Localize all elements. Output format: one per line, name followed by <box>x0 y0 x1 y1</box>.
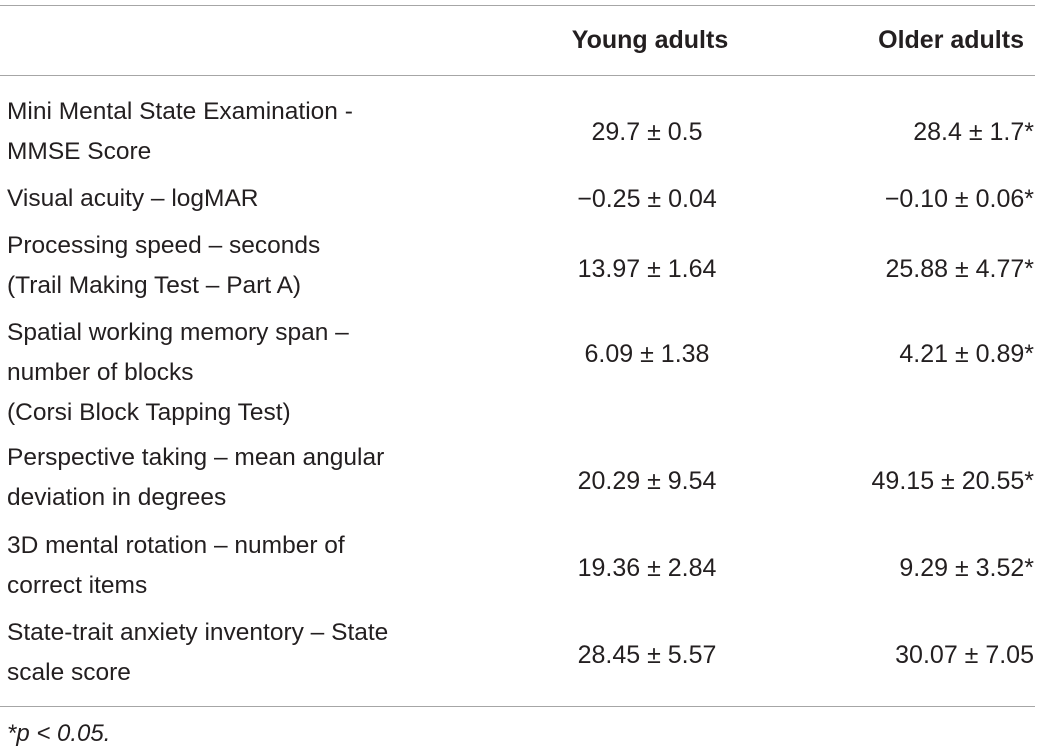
young-adults-value: 19.36 ± 2.84 <box>577 554 717 582</box>
young-adults-value: −0.25 ± 0.04 <box>577 185 717 213</box>
row-label-line: (Trail Making Test – Part A) <box>7 272 302 299</box>
row-label-line: scale score <box>7 659 131 686</box>
older-adults-value: 25.88 ± 4.77* <box>885 255 1034 283</box>
row-label-line: deviation in degrees <box>7 484 227 511</box>
older-adults-value: 49.15 ± 20.55* <box>871 467 1034 495</box>
column-header-older-adults: Older adults <box>878 26 1024 54</box>
older-adults-value: 9.29 ± 3.52* <box>899 554 1034 582</box>
row-label-line: Perspective taking – mean angular <box>7 444 385 471</box>
row-label: State-trait anxiety inventory – State sc… <box>7 613 477 693</box>
row-label-line: Visual acuity – logMAR <box>7 185 259 212</box>
older-adults-value: 30.07 ± 7.05 <box>895 641 1034 669</box>
row-label-line: Spatial working memory span – <box>7 319 349 346</box>
row-label-line: MMSE Score <box>7 138 152 165</box>
row-label: Spatial working memory span – number of … <box>7 313 477 433</box>
young-adults-value: 28.45 ± 5.57 <box>577 641 717 669</box>
column-header-young-adults: Young adults <box>571 26 729 54</box>
row-label: Visual acuity – logMAR <box>7 179 477 219</box>
older-adults-value: 4.21 ± 0.89* <box>899 340 1034 368</box>
young-adults-value: 13.97 ± 1.64 <box>577 255 717 283</box>
older-adults-value: 28.4 ± 1.7* <box>913 118 1034 146</box>
young-adults-value: 29.7 ± 0.5 <box>591 118 703 146</box>
table-header-rule <box>0 75 1035 76</box>
table-bottom-rule <box>0 706 1035 707</box>
older-adults-value: −0.10 ± 0.06* <box>884 185 1034 213</box>
row-label-line: number of blocks <box>7 359 194 386</box>
young-adults-value: 20.29 ± 9.54 <box>577 467 717 495</box>
row-label: 3D mental rotation – number of correct i… <box>7 526 477 606</box>
table-top-rule <box>0 5 1035 6</box>
row-label: Mini Mental State Examination - MMSE Sco… <box>7 92 477 172</box>
table-footnote: *p < 0.05. <box>7 720 111 747</box>
row-label-line: 3D mental rotation – number of <box>7 532 345 559</box>
row-label-line: State-trait anxiety inventory – State <box>7 619 389 646</box>
row-label-line: correct items <box>7 572 148 599</box>
row-label-line: Processing speed – seconds <box>7 232 321 259</box>
row-label-line: (Corsi Block Tapping Test) <box>7 399 291 426</box>
young-adults-value: 6.09 ± 1.38 <box>584 340 710 368</box>
row-label: Perspective taking – mean angular deviat… <box>7 438 477 518</box>
row-label-line: Mini Mental State Examination - <box>7 98 353 125</box>
row-label: Processing speed – seconds (Trail Making… <box>7 226 477 306</box>
